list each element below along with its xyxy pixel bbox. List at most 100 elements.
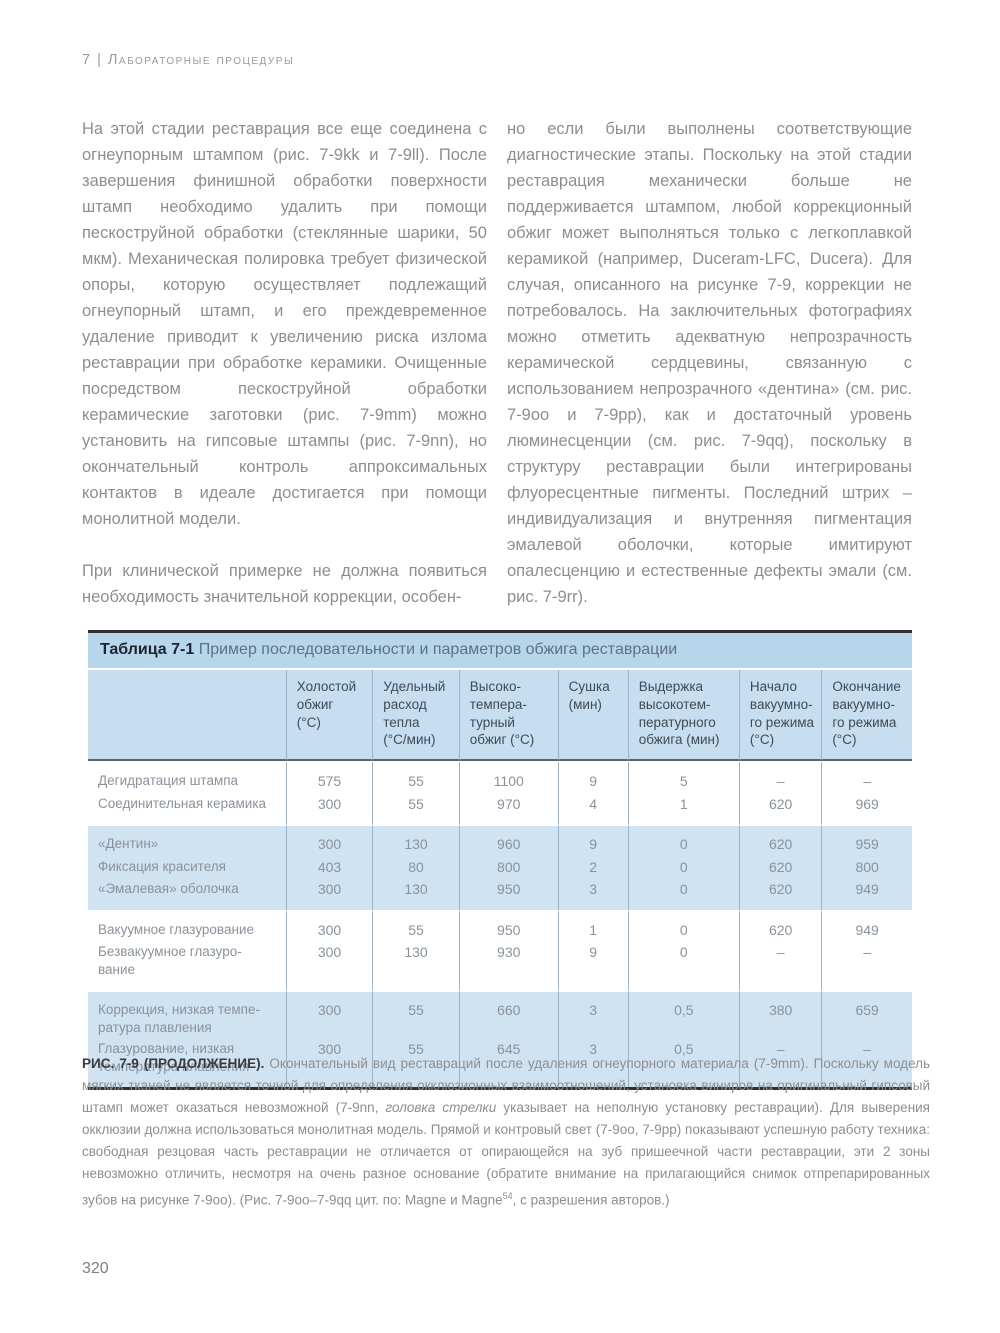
table-column-header: Сушка (мин) bbox=[557, 670, 628, 762]
table-row-label: «Эмалевая» оболочка bbox=[88, 878, 286, 910]
table-row-label: Коррекция, низкая темпе- ратура плавлени… bbox=[88, 989, 286, 1039]
figure-caption-text-3: , с разрешения авторов.) bbox=[512, 1192, 670, 1208]
table-cell: 620 bbox=[738, 824, 822, 856]
running-header: 7 | Лабораторные процедуры bbox=[82, 52, 295, 68]
table-cell: 1 bbox=[557, 909, 628, 942]
table-cell: 620 bbox=[738, 878, 822, 910]
table-cell: 55 bbox=[372, 1038, 459, 1087]
table-cell: 800 bbox=[821, 855, 912, 879]
table-column-header: Высоко- темпера- турный обжиг (°C) bbox=[458, 670, 558, 762]
table-title: Таблица 7-1 Пример последовательности и … bbox=[88, 633, 912, 670]
table-row-label: Глазурование, низкая температура плавлен… bbox=[88, 1038, 286, 1087]
table-cell: 300 bbox=[285, 878, 373, 910]
table-cell: 4 bbox=[557, 792, 628, 825]
table-number-label: Таблица 7-1 bbox=[100, 641, 195, 658]
figure-caption-text-1: Окончательный вид реставраций после удал… bbox=[82, 1056, 930, 1115]
table-cell: 0 bbox=[627, 855, 739, 879]
table-cell: 660 bbox=[458, 989, 558, 1039]
table-row: «Дентин» 300 130 960 9 0 620 959 bbox=[88, 824, 912, 856]
table-cell: 0 bbox=[627, 941, 739, 990]
table-cell: – bbox=[821, 1038, 912, 1087]
table-row-label: Соединительная керамика bbox=[98, 795, 267, 811]
table-cell: 0,5 bbox=[627, 1038, 739, 1087]
table-row: Соединительная керамика 300 55 970 4 1 620 969 bbox=[88, 792, 912, 825]
table-cell: 300 bbox=[285, 941, 373, 990]
table-cell: 800 bbox=[458, 855, 558, 879]
table-cell: 3 bbox=[557, 989, 628, 1039]
table-cell: 969 bbox=[821, 792, 912, 825]
table-cell: 3 bbox=[557, 1038, 628, 1087]
table-column-header: Выдержка высокотем- пературного обжига (… bbox=[627, 670, 739, 762]
table-cell: 300 bbox=[285, 1038, 373, 1087]
table-cell: 80 bbox=[372, 855, 459, 879]
table-cell: 130 bbox=[372, 878, 459, 910]
table-cell: 300 bbox=[285, 824, 373, 856]
table-cell: 300 bbox=[285, 989, 373, 1039]
right-paragraph-1: но если были выполнены соответствующие д… bbox=[507, 120, 912, 606]
table-row-label: Фиксация красителя bbox=[88, 855, 286, 879]
body-text-columns: На этой стадии реставрация все еще соеди… bbox=[82, 116, 912, 636]
table-cell: 300 bbox=[285, 792, 373, 825]
figure-caption-reference-superscript: 54 bbox=[502, 1191, 513, 1201]
table-cell: 2 bbox=[557, 855, 628, 879]
table-title-text: Пример последовательности и параметров о… bbox=[198, 641, 678, 658]
table-row: Коррекция, низкая темпе- ратура плавлени… bbox=[88, 989, 912, 1039]
left-paragraph-2: При клинической примерке не должна появи… bbox=[82, 562, 487, 606]
table-cell: 659 bbox=[821, 989, 912, 1039]
table-column-header: Холостой обжиг (°C) bbox=[285, 670, 373, 762]
table-cell: 55 bbox=[372, 792, 459, 825]
table-cell: 380 bbox=[738, 989, 822, 1039]
table-cell: – bbox=[738, 1038, 822, 1087]
table-cell: 1 bbox=[627, 792, 739, 825]
table-cell: 959 bbox=[821, 824, 912, 856]
table-header-row: Холостой обжиг (°C) Удельный расход тепла… bbox=[88, 670, 912, 762]
table-cell: 620 bbox=[738, 909, 822, 942]
table-row: Безвакуумное глазуро- вание 300 130 930 9 0– – bbox=[88, 941, 912, 990]
table-cell: 55 bbox=[372, 909, 459, 942]
right-column: но если были выполнены соответствующие д… bbox=[507, 116, 912, 636]
table-row-label: Безвакуумное глазуро- вание bbox=[98, 944, 242, 977]
table-column-header: Начало вакуумно- го режима (°C) bbox=[738, 670, 822, 762]
table-row: Фиксация красителя 403 80 800 2 0 620 800 bbox=[88, 855, 912, 879]
table-cell: – bbox=[738, 941, 821, 990]
table-cell: – bbox=[821, 761, 912, 793]
table-cell: 1100 bbox=[458, 761, 558, 793]
table-cell: – bbox=[821, 941, 912, 990]
table-row: Вакуумное глазурование 300 55 950 1 0 620 949 bbox=[88, 909, 912, 942]
table-cell: 3 bbox=[557, 878, 628, 910]
table-row-label: Дегидратация штампа bbox=[88, 761, 286, 792]
table-cell: 130 bbox=[372, 941, 459, 990]
table-cell: 930 bbox=[458, 941, 558, 990]
table-cell: 0 bbox=[627, 909, 739, 942]
table-cell: 9 bbox=[557, 761, 628, 793]
table-cell: – bbox=[738, 761, 822, 793]
left-column: На этой стадии реставрация все еще соеди… bbox=[82, 116, 487, 636]
figure-caption: РИС. 7-9 (ПРОДОЛЖЕНИЕ). Окончательный ви… bbox=[82, 1053, 930, 1212]
firing-table: Холостой обжиг (°C) Удельный расход тепла… bbox=[88, 670, 912, 1090]
table-cell: 949 bbox=[821, 909, 912, 942]
table-cell: 55 bbox=[372, 761, 459, 793]
table-cell: 960 bbox=[458, 824, 558, 856]
figure-caption-label: РИС. 7-9 (ПРОДОЛЖЕНИЕ). bbox=[82, 1056, 265, 1071]
figure-caption-text-2: указывает на неполную установку реставра… bbox=[82, 1100, 930, 1208]
table-cell: 949 bbox=[821, 878, 912, 910]
left-paragraph-1: На этой стадии реставрация все еще соеди… bbox=[82, 120, 487, 528]
table-cell: 0 bbox=[627, 878, 739, 910]
table-cell: 5 bbox=[627, 761, 739, 793]
table-cell: 620 bbox=[738, 792, 821, 825]
table-cell: 950 bbox=[458, 878, 558, 910]
table-column-header: Окончание вакуумно- го режима (°C) bbox=[821, 670, 912, 762]
firing-table-block: Таблица 7-1 Пример последовательности и … bbox=[88, 630, 912, 1090]
table-cell: 300 bbox=[285, 909, 373, 942]
table-cell: 9 bbox=[557, 824, 628, 856]
page-number: 320 bbox=[82, 1260, 109, 1277]
table-cell: 403 bbox=[285, 855, 373, 879]
table-column-header bbox=[88, 670, 286, 762]
table-cell: 0 bbox=[627, 824, 739, 856]
table-row: Дегидратация штампа 575 55 1100 9 5– – bbox=[88, 761, 912, 793]
table-cell: 970 bbox=[458, 792, 558, 825]
table-cell: 0,5 bbox=[627, 989, 739, 1039]
table-cell: 620 bbox=[738, 855, 822, 879]
table-row: «Эмалевая» оболочка 300 130 950 3 0 620 949 bbox=[88, 878, 912, 910]
table-cell: 130 bbox=[372, 824, 459, 856]
